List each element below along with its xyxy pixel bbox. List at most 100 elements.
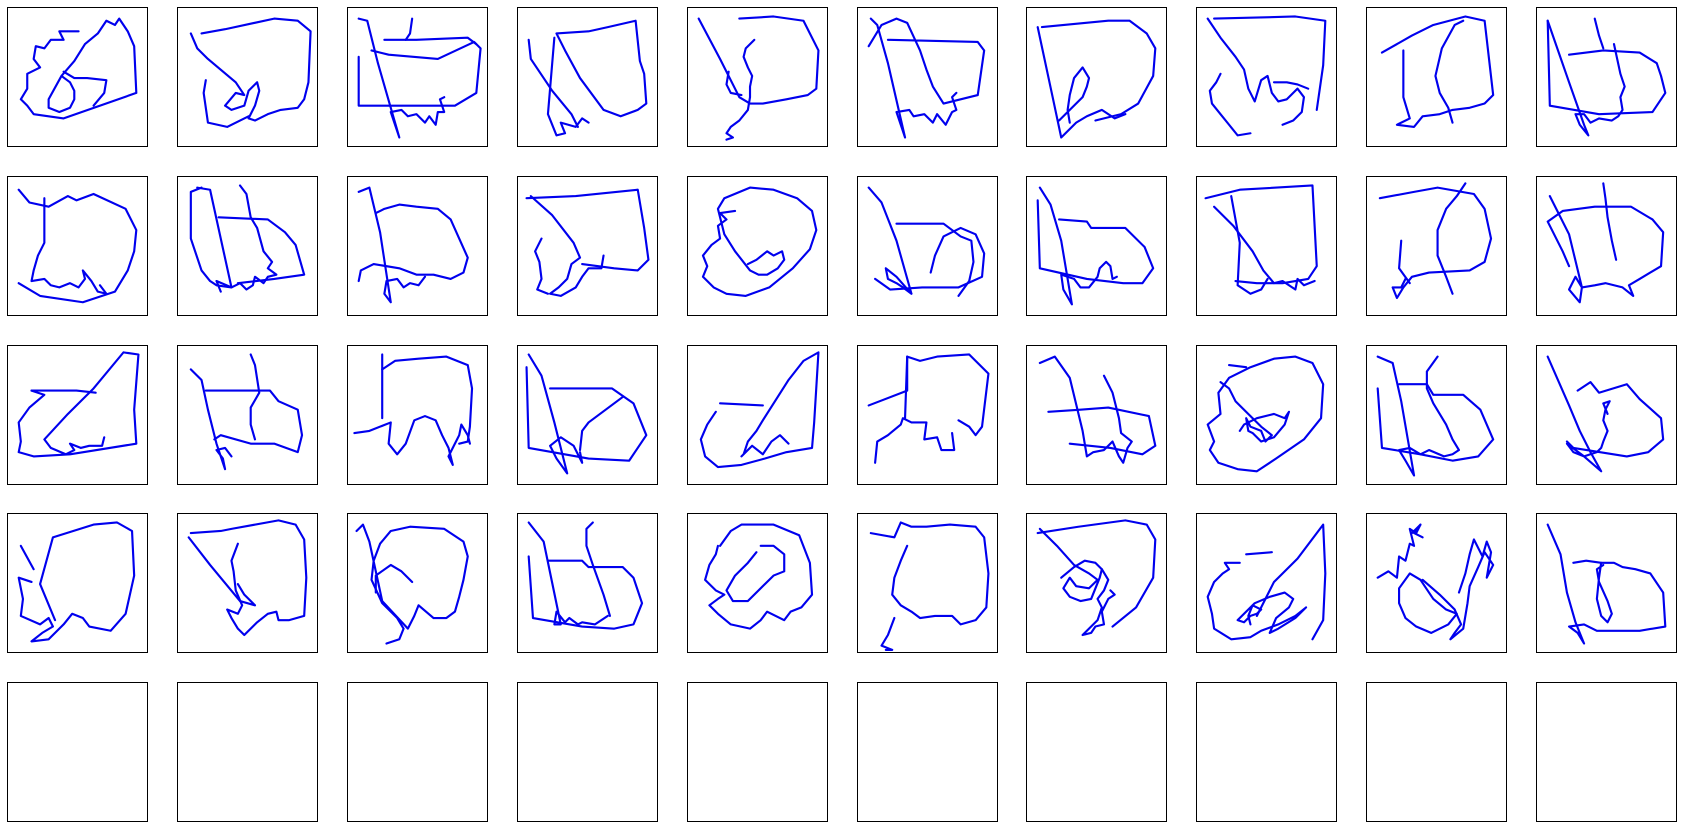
- sketch-stroke-1: [17, 521, 136, 643]
- sketch-stroke-2: [204, 389, 304, 454]
- sketch-canvas: [189, 17, 312, 128]
- sketch-stroke-1: [1546, 523, 1667, 645]
- sketch-canvas: [1546, 523, 1667, 645]
- sketch-stroke-1: [357, 17, 446, 139]
- sketch-panel-r2-c3: [347, 176, 488, 316]
- sketch-canvas: [189, 353, 304, 471]
- sketch-stroke-2: [1436, 182, 1467, 295]
- sketch-panel-r4-c6: [857, 513, 998, 653]
- sketch-panel-r5-c10: [1536, 682, 1677, 822]
- sketch-canvas: [697, 15, 820, 141]
- sketch-canvas: [8, 683, 147, 821]
- sketch-canvas: [353, 353, 474, 466]
- sketch-panel-r2-c4: [517, 176, 658, 316]
- sketch-stroke-2: [1230, 195, 1269, 295]
- sketch-stroke-2: [880, 616, 896, 651]
- sketch-panel-r3-c2: [177, 345, 318, 485]
- sketch-canvas: [1376, 355, 1495, 477]
- sketch-panel-r3-c7: [1026, 345, 1167, 485]
- sketch-canvas: [1036, 186, 1155, 306]
- sketch-stroke-2: [189, 186, 233, 289]
- sketch-canvas: [867, 353, 990, 464]
- sketch-canvas: [348, 683, 487, 821]
- sketch-panel-r1-c8: [1196, 7, 1337, 147]
- sketch-canvas: [1537, 683, 1676, 821]
- sketch-stroke-3: [249, 353, 261, 441]
- sketch-canvas: [1376, 523, 1495, 641]
- sketch-stroke-1: [30, 197, 108, 295]
- sketch-panel-r5-c5: [687, 682, 828, 822]
- sketch-stroke-2: [1376, 383, 1495, 462]
- sketch-panel-r4-c1: [7, 513, 148, 653]
- sketch-canvas: [858, 683, 997, 821]
- sketch-stroke-2: [534, 237, 550, 295]
- sketch-panel-r3-c8: [1196, 345, 1337, 485]
- sketch-stroke-3: [578, 395, 624, 452]
- sketch-stroke-2: [525, 366, 648, 462]
- sketch-panel-r5-c6: [857, 682, 998, 822]
- sketch-panel-r2-c1: [7, 176, 148, 316]
- sketch-canvas: [178, 683, 317, 821]
- sketch-stroke-3: [874, 226, 986, 291]
- sketch-panel-r3-c10: [1536, 345, 1677, 485]
- sketch-canvas: [525, 353, 648, 475]
- sketch-stroke-1: [1546, 355, 1611, 473]
- sketch-panel-r2-c5: [687, 176, 828, 316]
- sketch-panel-r1-c4: [517, 7, 658, 147]
- sketch-canvas: [187, 519, 308, 637]
- sketch-stroke-2: [697, 15, 820, 105]
- sketch-stroke-1: [19, 17, 138, 120]
- sketch-panel-r1-c3: [347, 7, 488, 147]
- sketch-panel-r4-c10: [1536, 513, 1677, 653]
- sketch-stroke-3: [1272, 81, 1310, 90]
- sketch-panel-r1-c9: [1366, 7, 1507, 147]
- sketch-stroke-2: [1245, 551, 1273, 556]
- sketch-stroke-2: [1595, 561, 1613, 624]
- sketch-canvas: [1036, 19, 1157, 139]
- sketch-stroke-1: [1546, 19, 1626, 137]
- sketch-canvas: [1038, 355, 1157, 464]
- sketch-stroke-1: [1376, 355, 1461, 477]
- sketch-stroke-1: [1380, 15, 1495, 128]
- sketch-stroke-1: [1546, 195, 1665, 304]
- sketch-stroke-3: [1204, 184, 1318, 285]
- sketch-canvas: [869, 521, 990, 651]
- sketch-stroke-2: [1081, 568, 1116, 637]
- sketch-stroke-1: [1036, 26, 1127, 139]
- sketch-stroke-2: [19, 544, 35, 571]
- sketch-canvas: [1027, 683, 1166, 821]
- sketch-panel-r4-c9: [1366, 513, 1507, 653]
- sketch-panel-r4-c2: [177, 513, 318, 653]
- sketch-panel-r2-c6: [857, 176, 998, 316]
- sketch-panel-r3-c5: [687, 345, 828, 485]
- sketch-canvas: [527, 19, 648, 137]
- sketch-stroke-2: [1434, 19, 1465, 124]
- sketch-stroke-1: [867, 353, 990, 437]
- sketch-stroke-2: [874, 417, 956, 464]
- sketch-panel-r3-c4: [517, 345, 658, 485]
- sketch-stroke-3: [585, 521, 612, 617]
- sketch-stroke-1: [725, 38, 756, 141]
- sketch-panel-r1-c5: [687, 7, 828, 147]
- sketch-stroke-2: [1602, 182, 1618, 261]
- sketch-stroke-2: [374, 563, 414, 594]
- sketch-canvas: [701, 186, 818, 297]
- sketch-panel-r1-c7: [1026, 7, 1167, 147]
- sketch-panel-r4-c4: [517, 513, 658, 653]
- sketch-canvas: [357, 186, 469, 304]
- sketch-panel-r5-c9: [1366, 682, 1507, 822]
- sketch-stroke-1: [701, 186, 818, 297]
- sketch-canvas: [1036, 519, 1157, 637]
- sketch-canvas: [17, 188, 138, 304]
- sketch-canvas: [1546, 182, 1665, 304]
- sketch-stroke-2: [867, 17, 986, 105]
- sketch-panel-r3-c1: [7, 345, 148, 485]
- sketch-stroke-1: [1038, 527, 1103, 603]
- sketch-canvas: [17, 521, 136, 643]
- sketch-stroke-1: [869, 521, 990, 626]
- sketch-stroke-3: [1398, 239, 1411, 285]
- sketch-stroke-2: [1219, 381, 1291, 443]
- sketch-stroke-3: [383, 36, 478, 46]
- sketch-panel-r1-c6: [857, 7, 998, 147]
- sketch-stroke-3: [903, 355, 909, 420]
